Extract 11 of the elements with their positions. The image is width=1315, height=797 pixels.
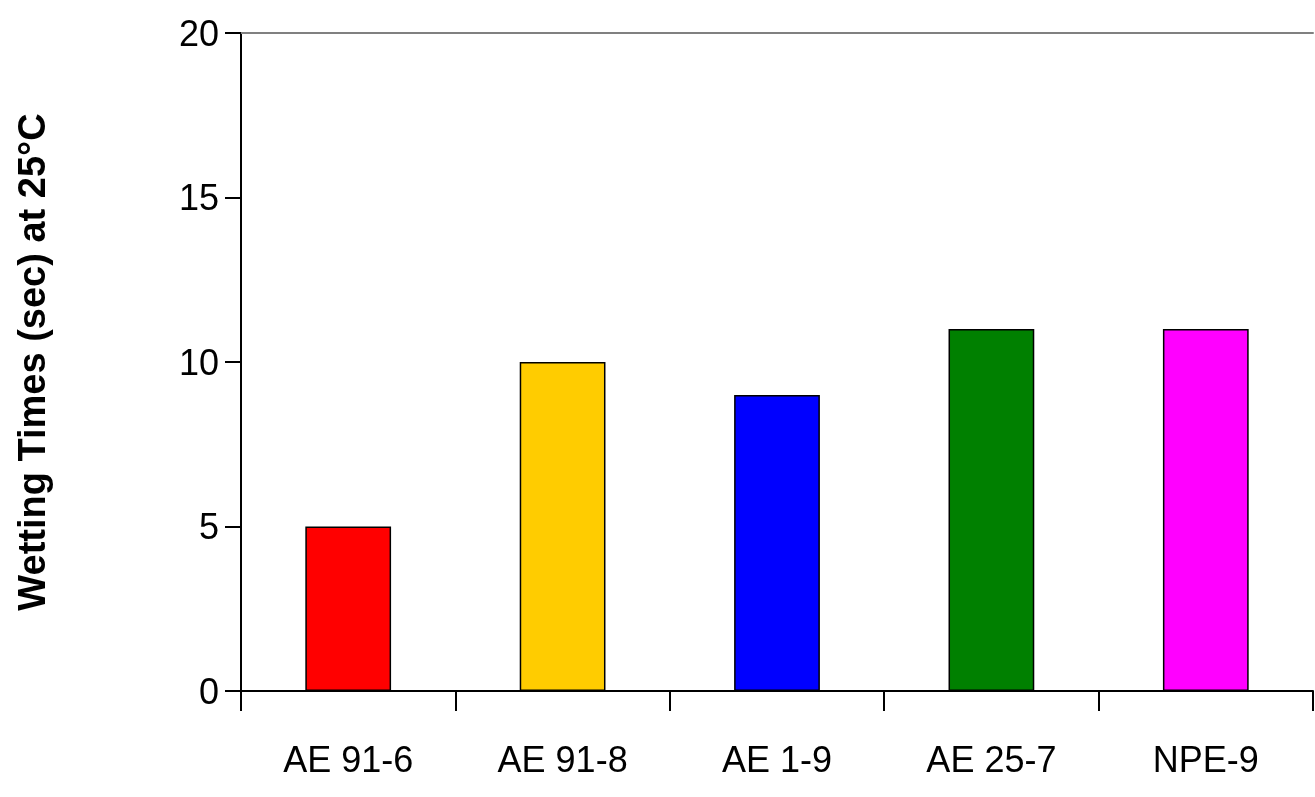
x-tick-label: AE 1-9 (721, 738, 833, 780)
x-tick-label: AE 91-6 (283, 738, 414, 780)
y-axis-title: Wetting Times (sec) at 25°C (11, 113, 53, 611)
x-tick-label: AE 25-7 (926, 738, 1057, 780)
y-tick-label: 0 (198, 670, 219, 712)
y-tick-label: 15 (178, 177, 219, 218)
y-tick-label: 5 (198, 506, 219, 547)
x-tick-label: AE 91-8 (497, 738, 628, 780)
y-tick-label: 20 (178, 12, 219, 54)
x-tick-label: NPE-9 (1152, 738, 1259, 780)
y-tick-label: 10 (178, 341, 219, 383)
